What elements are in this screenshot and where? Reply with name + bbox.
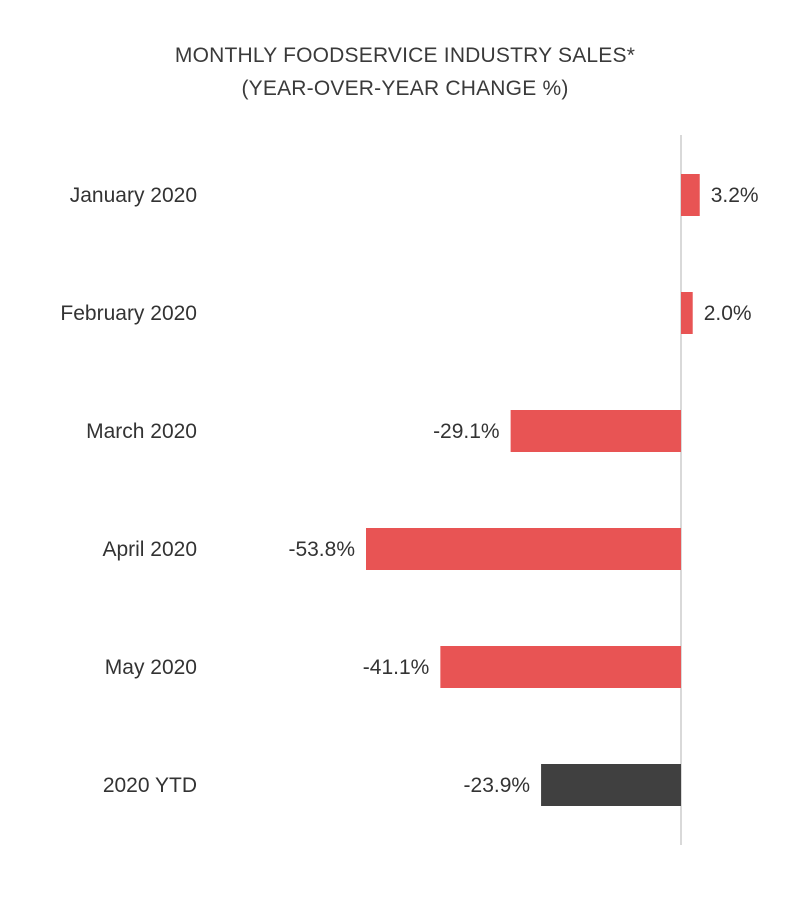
category-label: January 2020 bbox=[70, 184, 197, 207]
bar bbox=[366, 528, 681, 570]
data-label: 3.2% bbox=[711, 184, 759, 207]
bar bbox=[510, 410, 681, 452]
category-label: 2020 YTD bbox=[103, 774, 197, 797]
chart-title: MONTHLY FOODSERVICE INDUSTRY SALES* bbox=[174, 44, 636, 67]
category-label: March 2020 bbox=[86, 420, 197, 443]
data-label: -29.1% bbox=[433, 420, 500, 443]
category-label: April 2020 bbox=[102, 538, 197, 561]
data-label: 2.0% bbox=[704, 302, 752, 325]
category-label: February 2020 bbox=[60, 302, 197, 325]
category-label: May 2020 bbox=[105, 656, 197, 679]
data-label: -53.8% bbox=[288, 538, 355, 561]
bar bbox=[541, 764, 681, 806]
data-label: -23.9% bbox=[464, 774, 531, 797]
bar bbox=[440, 646, 681, 688]
chart-subtitle: (YEAR-OVER-YEAR CHANGE %) bbox=[241, 77, 569, 100]
data-label: -41.1% bbox=[363, 656, 430, 679]
bar bbox=[681, 174, 700, 216]
bar bbox=[681, 292, 693, 334]
